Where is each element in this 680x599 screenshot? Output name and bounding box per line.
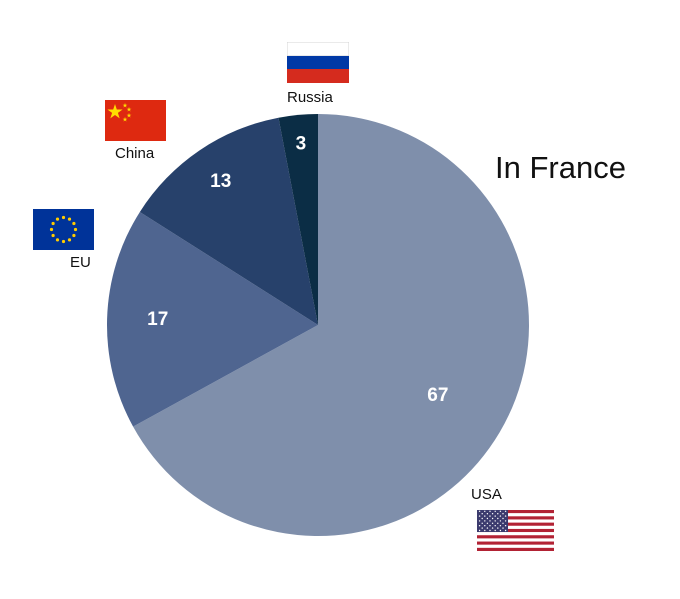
category-label-usa: USA <box>471 486 502 503</box>
slice-labels: 67 17 13 3 <box>147 133 448 406</box>
eu-flag-icon <box>33 209 94 250</box>
china-flag-icon <box>105 100 166 141</box>
chart-title: In France <box>495 150 626 185</box>
data-label-usa: 67 <box>427 385 448 406</box>
pie-slice-eu <box>106 211 318 427</box>
category-label-russia: Russia <box>287 89 333 106</box>
usa-flag-icon <box>477 510 554 551</box>
data-label-russia: 3 <box>296 133 307 154</box>
pie-slices <box>106 114 529 536</box>
data-label-eu: 17 <box>147 309 168 330</box>
russia-flag-icon <box>287 42 349 83</box>
data-label-china: 13 <box>210 171 231 192</box>
category-label-eu: EU <box>70 254 91 271</box>
pie-slice-usa <box>133 114 529 536</box>
category-label-china: China <box>115 145 155 162</box>
pie-slice-china <box>139 117 318 325</box>
pie-slice-russia <box>278 114 318 325</box>
